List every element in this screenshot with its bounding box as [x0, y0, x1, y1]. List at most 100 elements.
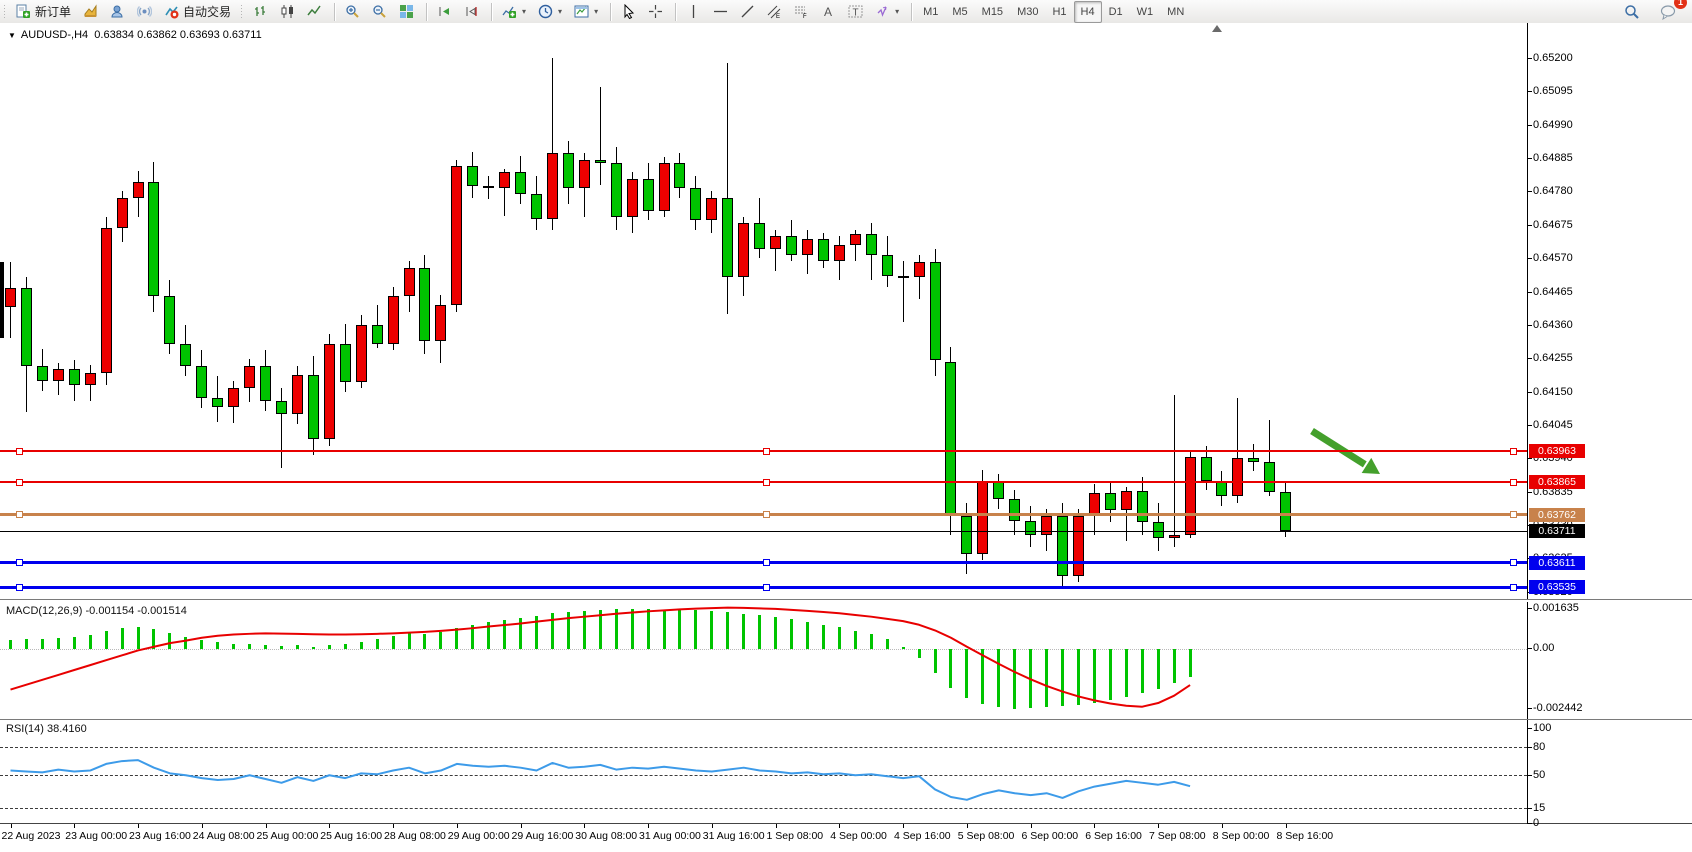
tile-windows-button[interactable]	[393, 0, 420, 24]
zoom-in-button[interactable]	[339, 0, 366, 24]
toolbar: 新订单 自动交易 ▾ ▾ ▾ E F A T ▾	[0, 0, 1692, 24]
candlestick-button[interactable]	[274, 0, 301, 24]
candle	[1041, 515, 1053, 535]
candle	[1232, 458, 1244, 497]
line-handle[interactable]	[1510, 447, 1517, 455]
candle	[1136, 490, 1148, 522]
line-chart-button[interactable]	[301, 0, 328, 24]
line-handle[interactable]	[16, 559, 23, 567]
line-price-label: 0.63611	[1529, 555, 1585, 570]
search-button[interactable]	[1618, 0, 1646, 24]
clipped-candle	[0, 262, 4, 338]
line-handle[interactable]	[16, 478, 23, 486]
candle	[467, 166, 479, 186]
fibonacci-button[interactable]: F	[788, 0, 815, 24]
zoom-out-icon	[372, 4, 387, 19]
timeframe-mn[interactable]: MN	[1167, 5, 1185, 18]
line-chart-icon	[307, 4, 322, 19]
text-button[interactable]: A	[815, 0, 842, 24]
macd-histogram-bar	[455, 628, 459, 649]
candle	[228, 387, 240, 407]
macd-histogram-bar	[885, 639, 889, 649]
text-label-button[interactable]: T	[842, 0, 869, 24]
line-handle[interactable]	[763, 447, 770, 455]
rsi-level-line	[0, 775, 1527, 777]
candle	[483, 185, 495, 189]
new-order-button[interactable]: 新订单	[10, 0, 77, 24]
line-handle[interactable]	[1510, 511, 1517, 519]
candle	[1088, 493, 1100, 516]
timeframe-d1[interactable]: D1	[1108, 5, 1123, 18]
candle-wick	[1253, 444, 1255, 472]
crosshair-button[interactable]	[642, 0, 669, 24]
bar-chart-button[interactable]	[247, 0, 274, 24]
timeframe-m1[interactable]: M1	[923, 5, 939, 18]
line-handle[interactable]	[1510, 478, 1517, 486]
zoom-out-button[interactable]	[366, 0, 393, 24]
line-handle[interactable]	[763, 511, 770, 519]
cursor-button[interactable]	[615, 0, 642, 24]
bar-chart-icon	[253, 4, 268, 19]
market-watch-button[interactable]	[77, 0, 104, 24]
time-axis-label: 1 Sep 08:00	[766, 830, 824, 842]
time-axis-label: 31 Aug 16:00	[702, 830, 765, 842]
line-handle[interactable]	[763, 478, 770, 486]
new-order-label: 新订单	[35, 5, 72, 19]
timeframe-m5[interactable]: M5	[952, 5, 968, 18]
arrows-button[interactable]: ▾	[869, 0, 905, 24]
indicators-button[interactable]: ▾	[496, 0, 532, 24]
line-handle[interactable]	[1510, 583, 1517, 591]
channel-button[interactable]: E	[761, 0, 788, 24]
main-chart-pane[interactable]: ▼ AUDUSD-,H4 0.63834 0.63862 0.63693 0.63…	[0, 23, 1692, 600]
macd-pane[interactable]: MACD(12,26,9) -0.001154 -0.001514	[0, 601, 1692, 720]
price-axis-tick-label: 0.64570	[1533, 252, 1573, 265]
timeframe-w1[interactable]: W1	[1136, 5, 1154, 18]
horizontal-line-button[interactable]	[707, 0, 734, 24]
line-handle[interactable]	[16, 511, 23, 519]
macd-histogram-bar	[423, 634, 427, 649]
macd-histogram-bar	[758, 614, 762, 649]
profile-button[interactable]	[104, 0, 131, 24]
auto-scroll-button[interactable]	[431, 0, 458, 24]
macd-histogram-bar	[216, 642, 220, 649]
time-axis-tick	[1285, 824, 1287, 828]
svg-text:A: A	[824, 5, 832, 19]
macd-histogram-bar	[535, 615, 539, 649]
candlestick-icon	[280, 4, 295, 19]
candle-wick	[854, 229, 856, 262]
candle	[1072, 515, 1084, 576]
macd-histogram-bar	[646, 609, 650, 649]
timeframe-m15[interactable]: M15	[981, 5, 1004, 18]
fibonacci-icon: F	[794, 4, 809, 20]
chat-button[interactable]: 1	[1654, 0, 1687, 24]
trendline-button[interactable]	[734, 0, 761, 24]
rsi-pane[interactable]: RSI(14) 38.4160	[0, 720, 1692, 824]
signal-button[interactable]	[131, 0, 158, 24]
price-axis-tick-label: 0.65095	[1533, 85, 1573, 98]
macd-histogram-bar	[965, 649, 969, 698]
time-axis[interactable]: 22 Aug 2023 23 Aug 00:00 23 Aug 16:00 24 Au…	[0, 824, 1692, 852]
time-axis-label: 23 Aug 00:00	[65, 830, 128, 842]
price-axis-tick	[1527, 258, 1532, 260]
chart-shift-button[interactable]	[458, 0, 485, 24]
macd-histogram-bar	[853, 630, 857, 649]
macd-histogram-bar	[391, 636, 395, 649]
vertical-line-icon	[686, 4, 701, 19]
macd-histogram-bar	[232, 643, 236, 649]
ohlc-values: 0.63834 0.63862 0.63693 0.63711	[94, 29, 262, 41]
templates-button[interactable]: ▾	[568, 0, 604, 24]
auto-trading-button[interactable]: 自动交易	[158, 0, 237, 24]
timeframe-m30[interactable]: M30	[1017, 5, 1039, 18]
timeframe-h4[interactable]: H4	[1073, 0, 1102, 23]
line-handle[interactable]	[763, 583, 770, 591]
line-handle[interactable]	[763, 559, 770, 567]
vertical-line-button[interactable]	[680, 0, 707, 24]
periods-button[interactable]: ▾	[532, 0, 568, 24]
macd-histogram-bar	[1172, 649, 1176, 684]
candle-wick	[902, 261, 904, 322]
timeframe-h1[interactable]: H1	[1052, 5, 1067, 18]
line-handle[interactable]	[1510, 559, 1517, 567]
line-handle[interactable]	[16, 583, 23, 591]
price-axis-tick	[1527, 391, 1532, 393]
line-handle[interactable]	[16, 447, 23, 455]
